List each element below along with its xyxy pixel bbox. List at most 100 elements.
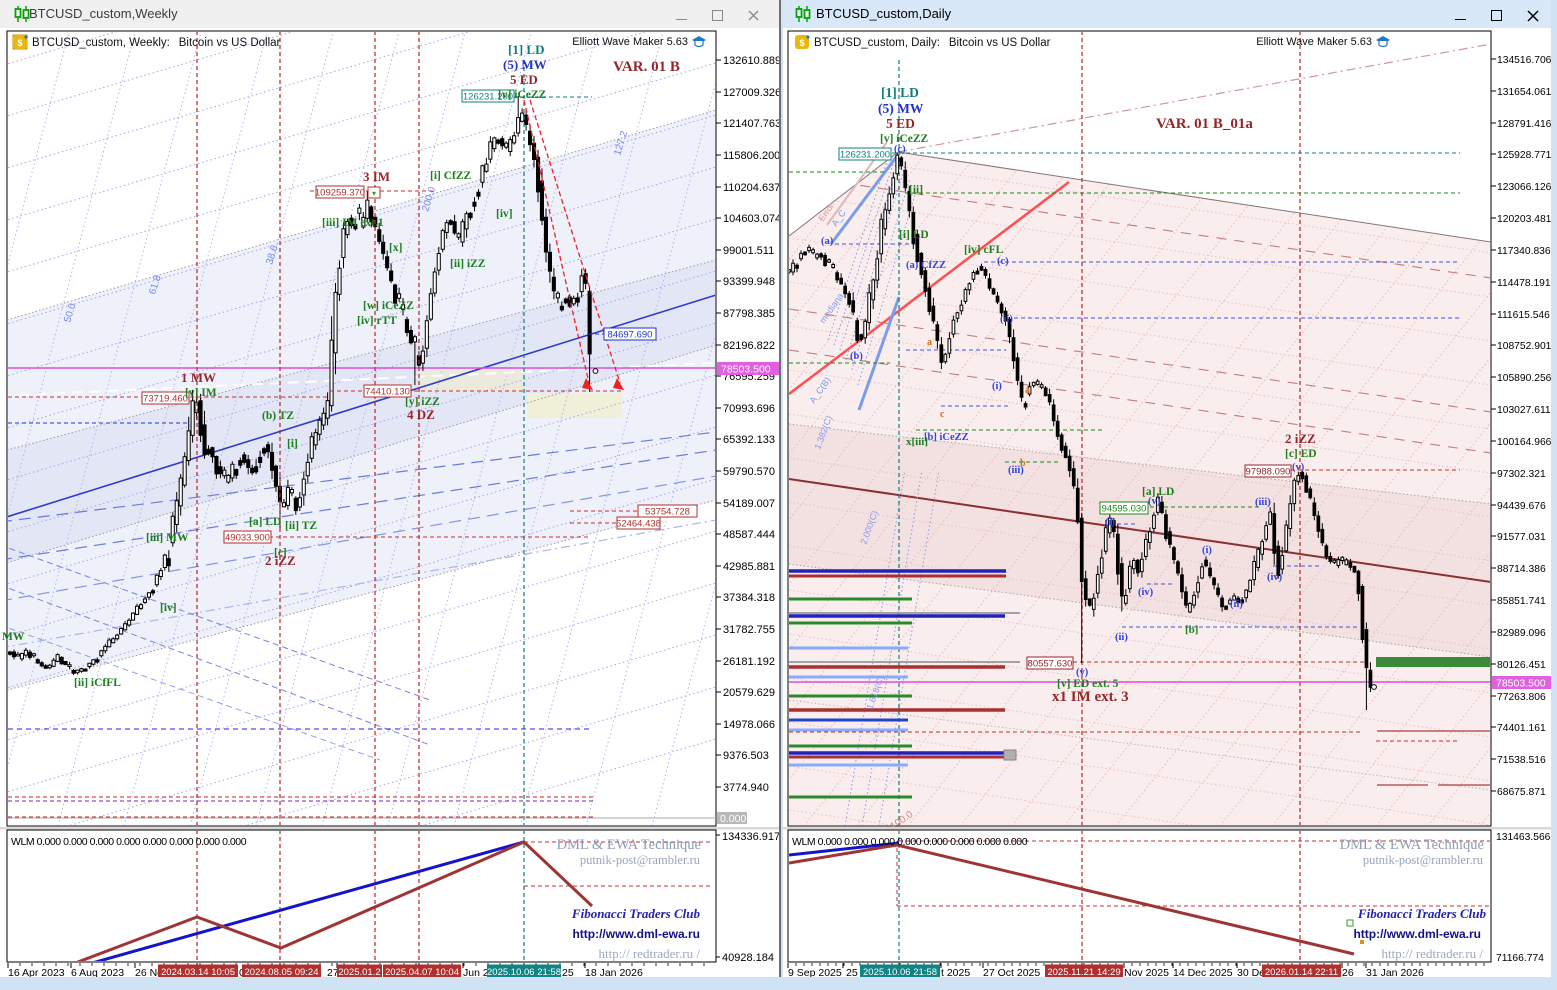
svg-text:20579.629: 20579.629 bbox=[723, 687, 775, 699]
svg-text:(i): (i) bbox=[1202, 545, 1212, 556]
svg-text:2025.10.06 21:58: 2025.10.06 21:58 bbox=[863, 967, 937, 977]
svg-text:2025.10.06 21:58: 2025.10.06 21:58 bbox=[487, 967, 561, 977]
svg-text:68675.871: 68675.871 bbox=[1497, 787, 1546, 798]
svg-text:25: 25 bbox=[562, 967, 574, 977]
svg-text:(i): (i) bbox=[1105, 517, 1115, 528]
svg-text:http://www.dml-ewa.ru: http://www.dml-ewa.ru bbox=[572, 927, 700, 941]
svg-text:26: 26 bbox=[1342, 967, 1354, 977]
svg-text:59790.570: 59790.570 bbox=[723, 466, 775, 478]
svg-text:[b] iCeZZ: [b] iCeZZ bbox=[924, 432, 969, 443]
svg-text:80557.630: 80557.630 bbox=[1028, 659, 1073, 670]
svg-text:[ii] iZZ: [ii] iZZ bbox=[450, 258, 486, 270]
svg-text:54189.007: 54189.007 bbox=[723, 498, 775, 510]
svg-text:31 Jan 2026: 31 Jan 2026 bbox=[1366, 967, 1424, 977]
svg-text:x[iii]: x[iii] bbox=[906, 436, 928, 448]
svg-text:65392.133: 65392.133 bbox=[723, 434, 775, 446]
svg-text:14978.066: 14978.066 bbox=[723, 719, 775, 731]
svg-text:53754.728: 53754.728 bbox=[645, 507, 690, 518]
svg-text:2025.01.2: 2025.01.2 bbox=[338, 967, 380, 977]
svg-text:78503.500: 78503.500 bbox=[1496, 678, 1546, 690]
svg-text:http:// redtrader.ru /: http:// redtrader.ru / bbox=[599, 946, 701, 961]
svg-text:(c): (c) bbox=[997, 256, 1009, 267]
svg-text:2024.03.14 10:05: 2024.03.14 10:05 bbox=[161, 967, 235, 977]
svg-text:[x]: [x] bbox=[389, 242, 402, 254]
svg-text:(ii): (ii) bbox=[1000, 314, 1013, 325]
svg-text:Elliott Wave Maker 5.63: Elliott Wave Maker 5.63 bbox=[572, 36, 688, 48]
svg-text:9376.503: 9376.503 bbox=[723, 750, 769, 762]
svg-text:25: 25 bbox=[846, 967, 858, 977]
svg-text:120203.481: 120203.481 bbox=[1497, 214, 1551, 225]
svg-text:71166.774: 71166.774 bbox=[1496, 953, 1544, 964]
svg-text:[i] CfZZ: [i] CfZZ bbox=[430, 170, 472, 182]
svg-text:[1] LD: [1] LD bbox=[881, 85, 919, 100]
svg-text:104603.074: 104603.074 bbox=[723, 213, 779, 225]
svg-text:49033.900: 49033.900 bbox=[225, 533, 270, 544]
svg-text:[i] LD: [i] LD bbox=[899, 229, 929, 241]
svg-text:(b) TZ: (b) TZ bbox=[262, 410, 294, 422]
svg-text:(v): (v) bbox=[1292, 462, 1305, 473]
svg-text:114478.191: 114478.191 bbox=[1497, 278, 1551, 289]
svg-text:5 ED: 5 ED bbox=[886, 116, 915, 131]
svg-text:(5) MW: (5) MW bbox=[878, 101, 924, 116]
svg-text:[ii]: [ii] bbox=[909, 184, 923, 196]
svg-text:WLM 0.000 0.000 0.000 0.000 0.: WLM 0.000 0.000 0.000 0.000 0.000 0.000 … bbox=[11, 836, 247, 848]
svg-text:[b]: [b] bbox=[1185, 624, 1198, 636]
svg-text:3774.940: 3774.940 bbox=[723, 782, 769, 794]
svg-text:18 Jan 2026: 18 Jan 2026 bbox=[585, 967, 643, 977]
svg-text:[v] iCeZZ: [v] iCeZZ bbox=[498, 89, 547, 101]
svg-text:▾: ▾ bbox=[372, 189, 376, 198]
svg-text:117340.836: 117340.836 bbox=[1497, 246, 1551, 257]
svg-text:84697.690: 84697.690 bbox=[608, 330, 653, 341]
svg-text:MW: MW bbox=[2, 631, 25, 643]
svg-text:DML & EWA Technique: DML & EWA Technique bbox=[1340, 837, 1484, 853]
svg-text:26 No: 26 No bbox=[135, 967, 163, 977]
svg-text:(iv): (iv) bbox=[1267, 572, 1283, 583]
svg-text:48587.444: 48587.444 bbox=[723, 529, 775, 541]
svg-text:14 Dec 2025: 14 Dec 2025 bbox=[1173, 967, 1233, 977]
svg-text:27: 27 bbox=[327, 967, 339, 977]
svg-text:(ii): (ii) bbox=[1230, 599, 1243, 610]
svg-text:6 Aug 2023: 6 Aug 2023 bbox=[71, 967, 124, 977]
svg-text:26181.192: 26181.192 bbox=[723, 656, 775, 668]
svg-text:94439.676: 94439.676 bbox=[1497, 501, 1546, 512]
svg-text:9 Sep 2025: 9 Sep 2025 bbox=[788, 967, 842, 977]
svg-text:100164.966: 100164.966 bbox=[1497, 437, 1551, 448]
svg-text:Elliott Wave Maker 5.63: Elliott Wave Maker 5.63 bbox=[1256, 36, 1372, 48]
svg-text:115806.200: 115806.200 bbox=[723, 150, 779, 162]
svg-text:BTCUSD_custom, Daily: Bitcoin: BTCUSD_custom, Daily: Bitcoin vs US Doll… bbox=[814, 37, 1051, 49]
svg-text:[ii] iCfFL: [ii] iCfFL bbox=[74, 677, 121, 689]
svg-text:94595.030: 94595.030 bbox=[1102, 504, 1147, 515]
svg-text:4 DZ: 4 DZ bbox=[407, 407, 435, 422]
svg-text:123066.126: 123066.126 bbox=[1497, 182, 1551, 193]
svg-text:134516.706: 134516.706 bbox=[1497, 55, 1551, 66]
svg-text:126231.200: 126231.200 bbox=[463, 92, 513, 103]
svg-text:(5) MW: (5) MW bbox=[503, 57, 547, 72]
svg-text:[iii] IM ext.1: [iii] IM ext.1 bbox=[322, 217, 384, 229]
svg-text:103027.611: 103027.611 bbox=[1497, 405, 1551, 416]
svg-text:128791.416: 128791.416 bbox=[1497, 119, 1551, 130]
svg-text:http:// redtrader.ru /: http:// redtrader.ru / bbox=[1382, 946, 1484, 961]
svg-text:(a): (a) bbox=[821, 236, 834, 247]
svg-text:71538.516: 71538.516 bbox=[1497, 755, 1546, 766]
svg-text:b: b bbox=[1020, 458, 1026, 469]
svg-text:Fibonacci Traders Club: Fibonacci Traders Club bbox=[1357, 906, 1487, 921]
svg-text:40928.184: 40928.184 bbox=[722, 952, 774, 964]
svg-text:[v] IM: [v] IM bbox=[185, 387, 217, 399]
svg-text:74401.161: 74401.161 bbox=[1497, 723, 1546, 734]
svg-text:73719.460: 73719.460 bbox=[143, 394, 188, 405]
svg-text:78503.500: 78503.500 bbox=[721, 364, 771, 376]
svg-text:[1] LD: [1] LD bbox=[508, 42, 544, 57]
svg-text:t 2025: t 2025 bbox=[941, 967, 970, 977]
svg-text:125928.771: 125928.771 bbox=[1497, 150, 1551, 161]
svg-text:[c]: [c] bbox=[274, 547, 287, 559]
svg-text:http://www.dml-ewa.ru: http://www.dml-ewa.ru bbox=[1353, 927, 1481, 941]
svg-text:126231.200: 126231.200 bbox=[840, 150, 890, 161]
svg-text:77263.806: 77263.806 bbox=[1497, 692, 1546, 703]
svg-text:(v): (v) bbox=[1148, 496, 1161, 507]
svg-text:27 Oct 2025: 27 Oct 2025 bbox=[983, 967, 1040, 977]
svg-text:(iv): (iv) bbox=[1138, 587, 1154, 598]
svg-text:134336.917: 134336.917 bbox=[722, 831, 779, 843]
svg-text:127009.326: 127009.326 bbox=[723, 87, 779, 99]
svg-text:(c): (c) bbox=[894, 144, 906, 155]
svg-text:[y] iZZ: [y] iZZ bbox=[405, 396, 440, 408]
